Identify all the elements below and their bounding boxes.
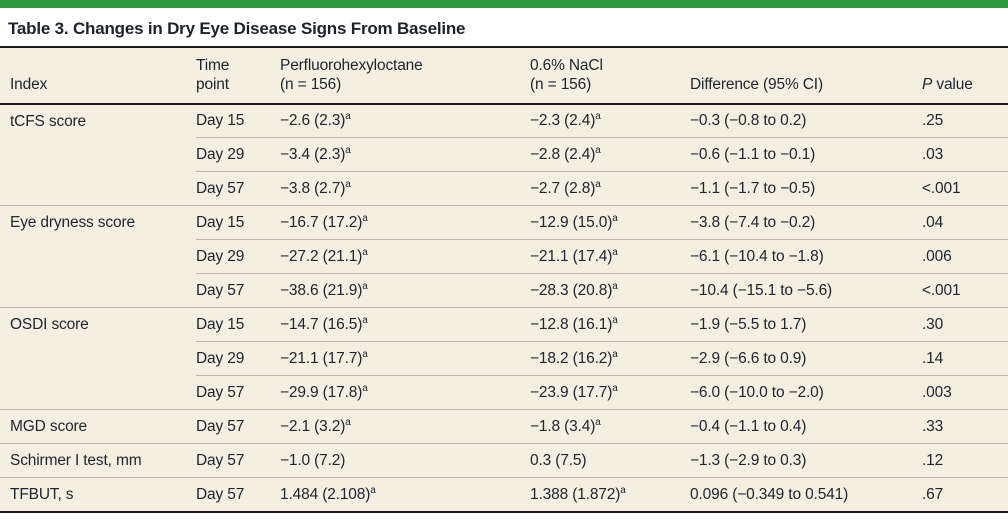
accent-bar [0,0,1008,8]
table-row: Day 57 −3.8 (2.7)a −2.7 (2.8)a −1.1 (−1.… [0,171,1008,206]
diff-cell: −0.4 (−1.1 to 0.4) [690,409,922,444]
index-cell [0,239,196,274]
header-nacl: 0.6% NaCl (n = 156) [530,48,690,105]
nacl-cell: −28.3 (20.8)a [530,273,690,308]
index-cell [0,171,196,206]
pvalue-cell: .30 [922,307,1008,342]
diff-cell: −2.9 (−6.6 to 0.9) [690,341,922,376]
table-title: Table 3. Changes in Dry Eye Disease Sign… [8,19,466,38]
dry-eye-signs-table: Index Time point Perfluorohexyloctane (n… [0,48,1008,513]
diff-cell: −1.3 (−2.9 to 0.3) [690,443,922,478]
table-row: TFBUT, s Day 57 1.484 (2.108)a 1.388 (1.… [0,477,1008,513]
header-time-point: Time point [196,48,280,105]
table-row: Day 29 −27.2 (21.1)a −21.1 (17.4)a −6.1 … [0,239,1008,274]
index-cell [0,137,196,172]
header-row: Index Time point Perfluorohexyloctane (n… [0,48,1008,105]
table-row: Day 29 −3.4 (2.3)a −2.8 (2.4)a −0.6 (−1.… [0,137,1008,172]
diff-cell: −3.8 (−7.4 to −0.2) [690,205,922,240]
pvalue-cell: .003 [922,375,1008,410]
diff-cell: −0.3 (−0.8 to 0.2) [690,103,922,138]
table-header: Index Time point Perfluorohexyloctane (n… [0,48,1008,105]
table-row: Day 57 −29.9 (17.8)a −23.9 (17.7)a −6.0 … [0,375,1008,410]
pfho-cell: −3.4 (2.3)a [280,137,530,172]
pfho-cell: −2.6 (2.3)a [280,103,530,138]
table-title-block: Table 3. Changes in Dry Eye Disease Sign… [0,8,1008,48]
diff-cell: −1.9 (−5.5 to 1.7) [690,307,922,342]
pfho-cell: −27.2 (21.1)a [280,239,530,274]
time-cell: Day 57 [196,171,280,206]
index-cell [0,375,196,410]
pfho-cell: −16.7 (17.2)a [280,205,530,240]
header-index: Index [0,48,196,105]
time-cell: Day 57 [196,443,280,478]
index-cell: Schirmer I test, mm [0,443,196,478]
index-cell: TFBUT, s [0,477,196,513]
nacl-cell: −2.7 (2.8)a [530,171,690,206]
nacl-cell: −12.8 (16.1)a [530,307,690,342]
nacl-cell: 0.3 (7.5) [530,443,690,478]
diff-cell: 0.096 (−0.349 to 0.541) [690,477,922,513]
pvalue-cell: .12 [922,443,1008,478]
time-cell: Day 29 [196,341,280,376]
nacl-cell: 1.388 (1.872)a [530,477,690,513]
diff-cell: −0.6 (−1.1 to −0.1) [690,137,922,172]
time-cell: Day 57 [196,375,280,410]
pfho-cell: −29.9 (17.8)a [280,375,530,410]
table-row: Eye dryness score Day 15 −16.7 (17.2)a −… [0,205,1008,240]
pfho-cell: −38.6 (21.9)a [280,273,530,308]
pvalue-cell: .14 [922,341,1008,376]
nacl-cell: −12.9 (15.0)a [530,205,690,240]
pfho-cell: −14.7 (16.5)a [280,307,530,342]
index-cell: Eye dryness score [0,205,196,240]
time-cell: Day 15 [196,205,280,240]
table-row: Day 29 −21.1 (17.7)a −18.2 (16.2)a −2.9 … [0,341,1008,376]
diff-cell: −1.1 (−1.7 to −0.5) [690,171,922,206]
pvalue-cell: .006 [922,239,1008,274]
pvalue-cell: <.001 [922,273,1008,308]
pvalue-cell: .03 [922,137,1008,172]
nacl-cell: −18.2 (16.2)a [530,341,690,376]
pvalue-cell: <.001 [922,171,1008,206]
index-cell [0,341,196,376]
pvalue-cell: .33 [922,409,1008,444]
table-body: tCFS score Day 15 −2.6 (2.3)a −2.3 (2.4)… [0,103,1008,513]
header-perfluorohexyloctane: Perfluorohexyloctane (n = 156) [280,48,530,105]
diff-cell: −6.1 (−10.4 to −1.8) [690,239,922,274]
time-cell: Day 29 [196,137,280,172]
pvalue-cell: .67 [922,477,1008,513]
pfho-cell: −21.1 (17.7)a [280,341,530,376]
pfho-cell: 1.484 (2.108)a [280,477,530,513]
index-cell: MGD score [0,409,196,444]
time-cell: Day 29 [196,239,280,274]
time-cell: Day 57 [196,477,280,513]
time-cell: Day 15 [196,103,280,138]
header-p-value: P value [922,48,1008,105]
nacl-cell: −1.8 (3.4)a [530,409,690,444]
pfho-cell: −1.0 (7.2) [280,443,530,478]
nacl-cell: −2.8 (2.4)a [530,137,690,172]
nacl-cell: −21.1 (17.4)a [530,239,690,274]
index-cell [0,273,196,308]
time-cell: Day 57 [196,273,280,308]
pvalue-cell: .04 [922,205,1008,240]
time-cell: Day 15 [196,307,280,342]
nacl-cell: −2.3 (2.4)a [530,103,690,138]
diff-cell: −6.0 (−10.0 to −2.0) [690,375,922,410]
nacl-cell: −23.9 (17.7)a [530,375,690,410]
index-cell: OSDI score [0,307,196,342]
index-cell: tCFS score [0,103,196,138]
table-row: Day 57 −38.6 (21.9)a −28.3 (20.8)a −10.4… [0,273,1008,308]
table-row: tCFS score Day 15 −2.6 (2.3)a −2.3 (2.4)… [0,103,1008,138]
table-row: OSDI score Day 15 −14.7 (16.5)a −12.8 (1… [0,307,1008,342]
time-cell: Day 57 [196,409,280,444]
diff-cell: −10.4 (−15.1 to −5.6) [690,273,922,308]
pvalue-cell: .25 [922,103,1008,138]
table-row: MGD score Day 57 −2.1 (3.2)a −1.8 (3.4)a… [0,409,1008,444]
header-difference: Difference (95% CI) [690,48,922,105]
pfho-cell: −2.1 (3.2)a [280,409,530,444]
pfho-cell: −3.8 (2.7)a [280,171,530,206]
table-row: Schirmer I test, mm Day 57 −1.0 (7.2) 0.… [0,443,1008,478]
